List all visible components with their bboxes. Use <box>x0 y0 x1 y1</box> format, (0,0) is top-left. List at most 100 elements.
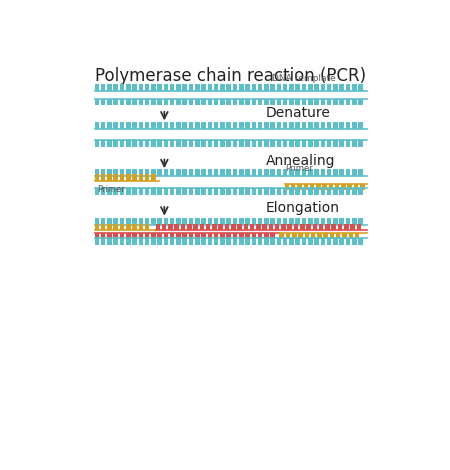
Polygon shape <box>201 99 206 105</box>
Polygon shape <box>245 188 250 195</box>
Polygon shape <box>101 99 105 105</box>
Polygon shape <box>308 99 313 105</box>
Polygon shape <box>195 84 200 91</box>
Polygon shape <box>139 84 143 91</box>
Polygon shape <box>176 218 181 225</box>
Polygon shape <box>250 224 254 230</box>
Polygon shape <box>126 174 130 180</box>
Polygon shape <box>336 233 341 239</box>
Text: Primer: Primer <box>285 164 313 173</box>
Polygon shape <box>139 169 143 176</box>
Polygon shape <box>145 122 149 129</box>
Polygon shape <box>113 224 118 230</box>
Polygon shape <box>333 238 338 244</box>
Polygon shape <box>220 233 225 239</box>
Polygon shape <box>296 122 300 129</box>
Polygon shape <box>277 218 281 225</box>
Polygon shape <box>195 233 200 239</box>
Polygon shape <box>314 169 319 176</box>
Polygon shape <box>113 99 118 105</box>
Polygon shape <box>348 233 353 239</box>
Polygon shape <box>245 169 250 176</box>
Polygon shape <box>283 218 288 225</box>
Text: Annealing: Annealing <box>266 154 335 168</box>
Polygon shape <box>258 99 262 105</box>
Polygon shape <box>183 238 187 244</box>
Text: Elongation: Elongation <box>266 202 339 215</box>
Polygon shape <box>327 188 331 195</box>
Polygon shape <box>201 169 206 176</box>
Polygon shape <box>258 122 262 129</box>
Polygon shape <box>120 233 124 239</box>
Polygon shape <box>314 99 319 105</box>
Polygon shape <box>252 141 256 147</box>
Polygon shape <box>151 174 156 180</box>
Polygon shape <box>352 141 356 147</box>
Polygon shape <box>164 218 168 225</box>
Polygon shape <box>245 218 250 225</box>
Polygon shape <box>189 188 194 195</box>
Polygon shape <box>277 99 281 105</box>
Polygon shape <box>239 99 243 105</box>
Polygon shape <box>189 233 194 239</box>
Polygon shape <box>264 238 269 244</box>
Text: DNA template: DNA template <box>273 74 336 83</box>
Polygon shape <box>339 99 344 105</box>
Polygon shape <box>233 99 237 105</box>
Polygon shape <box>145 174 149 180</box>
Polygon shape <box>170 122 175 129</box>
Polygon shape <box>356 224 361 230</box>
Polygon shape <box>195 99 200 105</box>
Polygon shape <box>176 233 181 239</box>
Polygon shape <box>195 141 200 147</box>
Polygon shape <box>302 238 306 244</box>
Polygon shape <box>183 188 187 195</box>
Polygon shape <box>325 224 330 230</box>
Polygon shape <box>300 224 305 230</box>
Polygon shape <box>358 218 363 225</box>
Polygon shape <box>352 84 356 91</box>
Polygon shape <box>195 188 200 195</box>
Polygon shape <box>264 188 269 195</box>
Polygon shape <box>289 99 294 105</box>
Polygon shape <box>333 99 338 105</box>
Polygon shape <box>101 224 105 230</box>
Polygon shape <box>314 218 319 225</box>
Polygon shape <box>226 238 231 244</box>
Polygon shape <box>347 184 352 190</box>
Polygon shape <box>220 122 225 129</box>
Polygon shape <box>311 233 315 239</box>
Polygon shape <box>289 238 294 244</box>
Polygon shape <box>170 169 175 176</box>
Polygon shape <box>252 233 256 239</box>
Polygon shape <box>145 84 149 91</box>
Polygon shape <box>214 218 218 225</box>
Polygon shape <box>168 224 173 230</box>
Polygon shape <box>145 233 149 239</box>
Polygon shape <box>220 84 225 91</box>
Polygon shape <box>132 174 137 180</box>
Polygon shape <box>194 224 198 230</box>
Polygon shape <box>120 169 124 176</box>
Polygon shape <box>239 169 243 176</box>
Polygon shape <box>245 122 250 129</box>
Polygon shape <box>145 169 149 176</box>
Polygon shape <box>252 218 256 225</box>
Polygon shape <box>264 233 269 239</box>
Polygon shape <box>195 122 200 129</box>
Polygon shape <box>320 99 325 105</box>
Polygon shape <box>339 122 344 129</box>
Polygon shape <box>139 233 143 239</box>
Polygon shape <box>264 84 269 91</box>
Polygon shape <box>189 99 194 105</box>
Polygon shape <box>279 233 284 239</box>
Polygon shape <box>296 84 300 91</box>
Polygon shape <box>277 238 281 244</box>
Polygon shape <box>164 169 168 176</box>
Polygon shape <box>151 233 156 239</box>
Polygon shape <box>126 84 130 91</box>
Text: Denature: Denature <box>266 106 330 120</box>
Polygon shape <box>226 188 231 195</box>
Polygon shape <box>237 224 242 230</box>
Polygon shape <box>358 84 363 91</box>
